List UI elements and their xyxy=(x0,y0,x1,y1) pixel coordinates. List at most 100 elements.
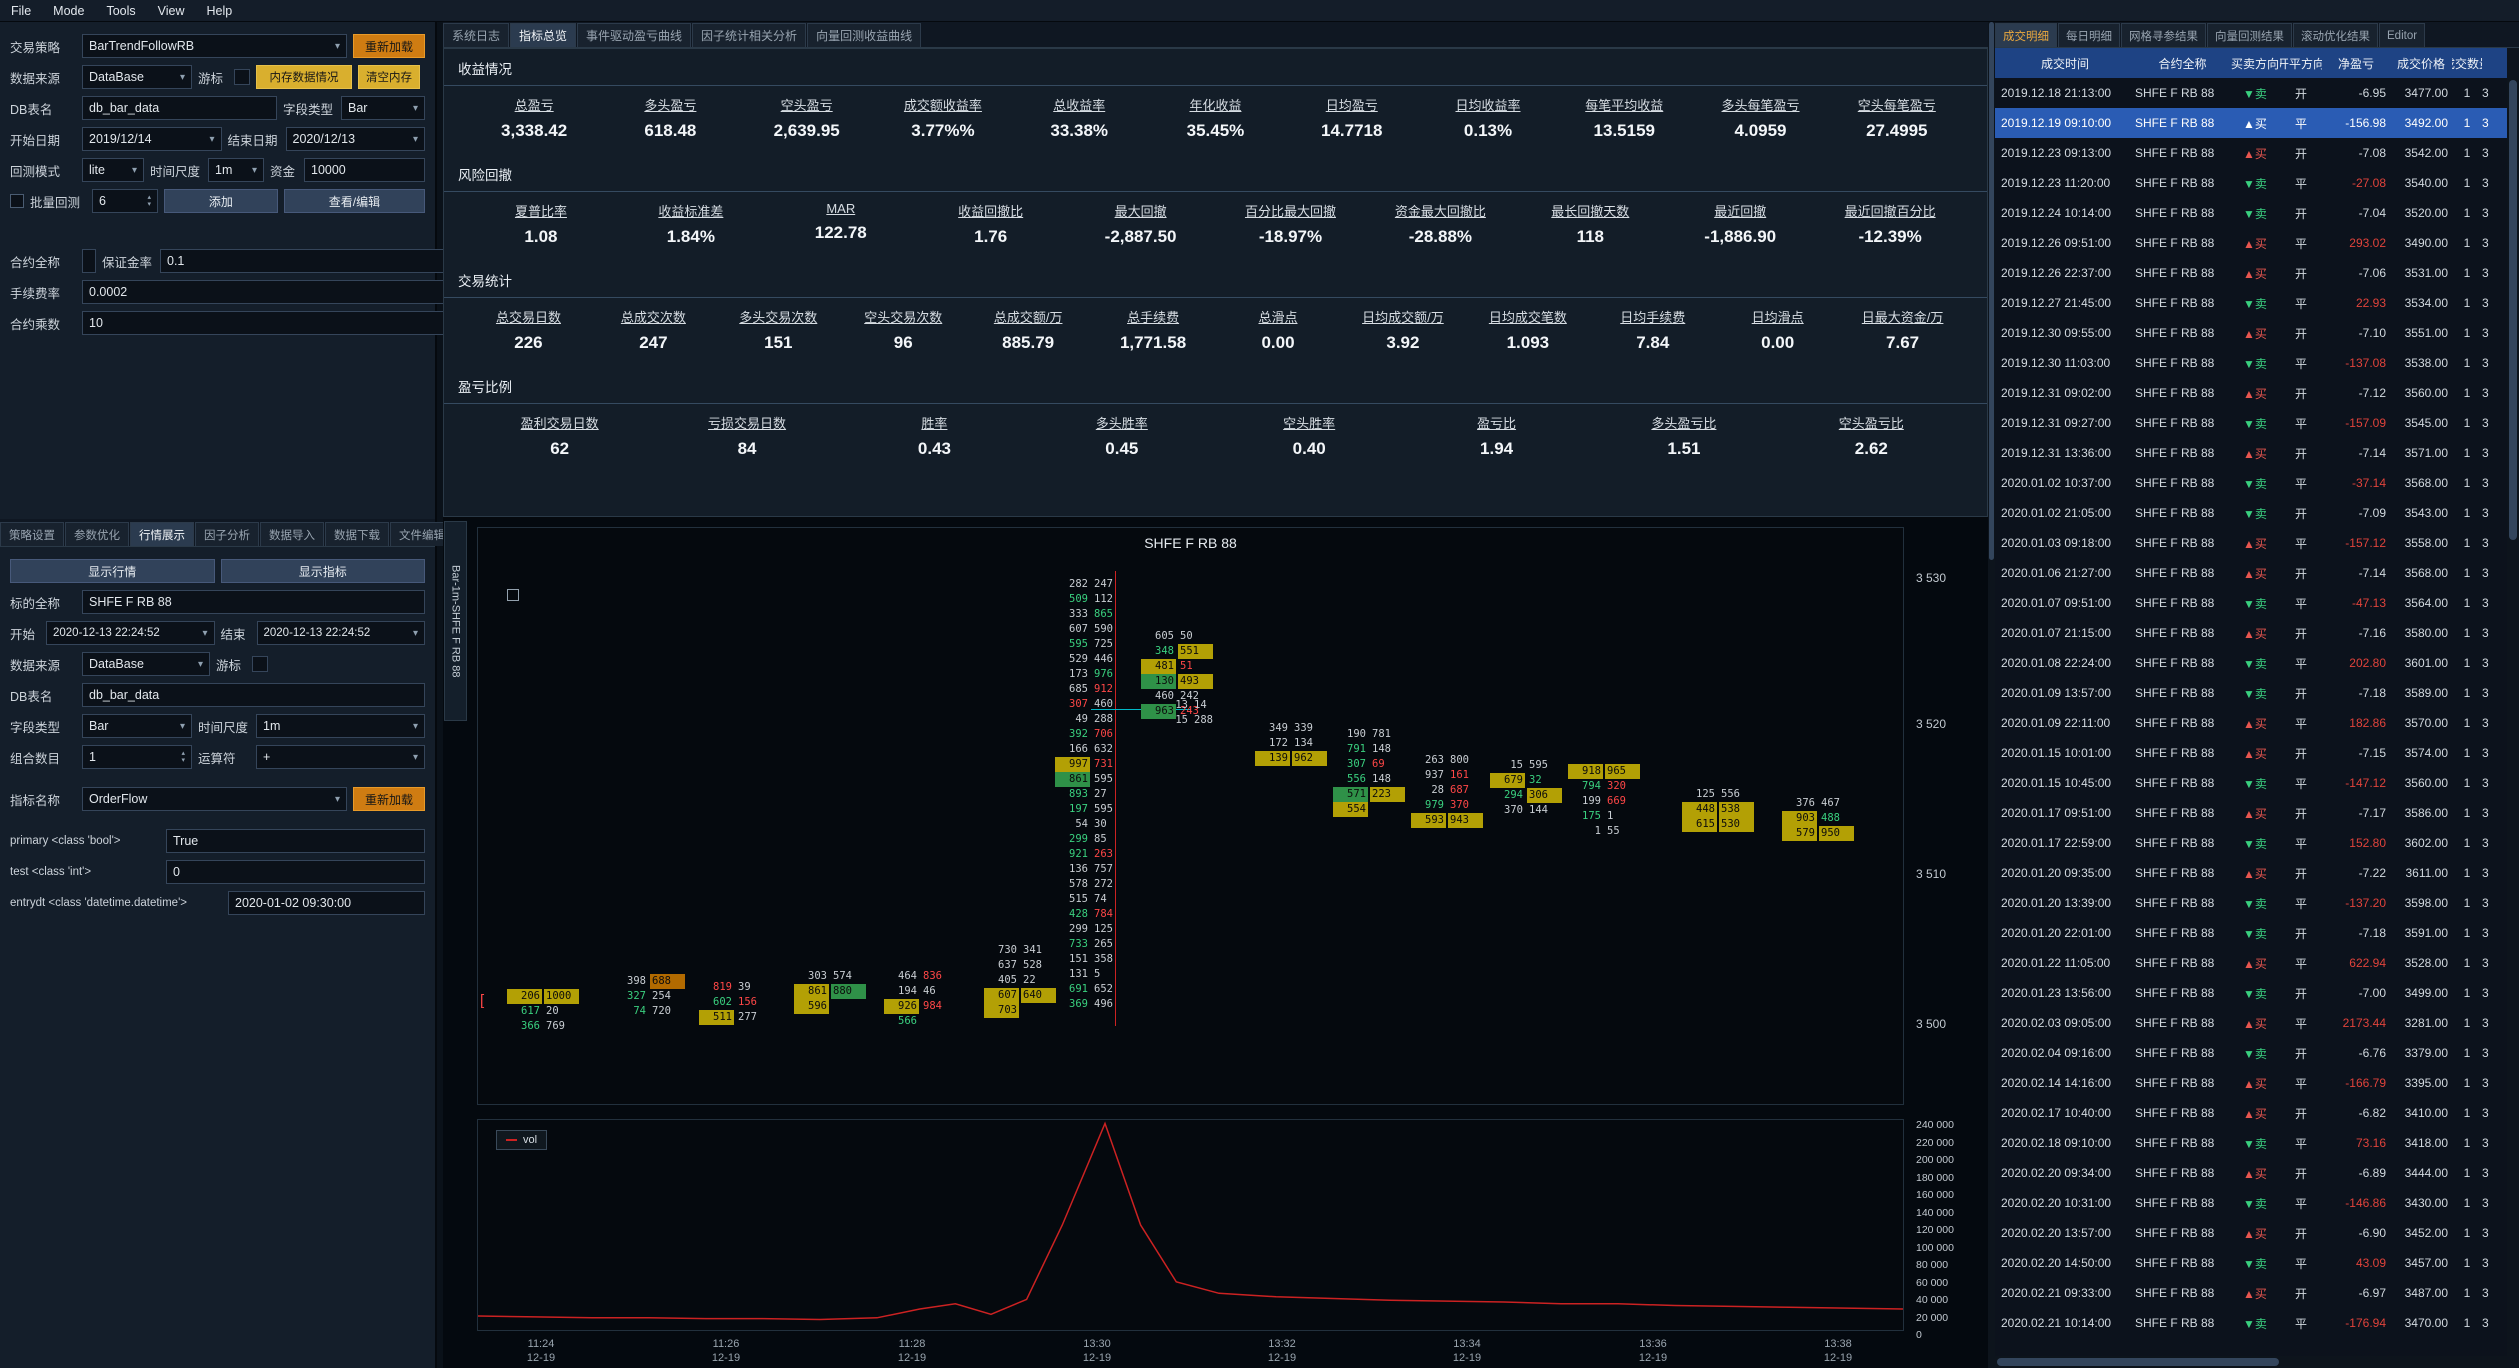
batch-count-spinner[interactable]: 6 ▴ ▾ xyxy=(92,189,158,213)
right-tab-2[interactable]: 网格寻参结果 xyxy=(2121,23,2206,47)
trade-row[interactable]: 2020.01.02 10:37:00 SHFE F RB 88 ▼卖 平 -37.14… xyxy=(1995,468,2507,498)
trade-row[interactable]: 2020.02.18 09:10:00 SHFE F RB 88 ▼卖 平 73.16 3… xyxy=(1995,1128,2507,1158)
trade-row[interactable]: 2019.12.24 10:14:00 SHFE F RB 88 ▼卖 开 -7.04 3… xyxy=(1995,198,2507,228)
trade-table-hscrollbar[interactable] xyxy=(1995,1356,2507,1368)
center-right-scrollbar[interactable] xyxy=(1988,22,1995,1368)
memory-info-button[interactable]: 内存数据情况 xyxy=(256,65,352,89)
trade-row[interactable]: 2020.01.20 22:01:00 SHFE F RB 88 ▼卖 开 -7.18 3… xyxy=(1995,918,2507,948)
symbol-input[interactable] xyxy=(82,249,96,273)
left-tab-0[interactable]: 策略设置 xyxy=(0,522,64,546)
mp-dbtable-input[interactable] xyxy=(82,683,425,707)
right-tab-1[interactable]: 每日明细 xyxy=(2058,23,2120,47)
trade-row[interactable]: 2020.01.20 09:35:00 SHFE F RB 88 ▲买 开 -7.22 3… xyxy=(1995,858,2507,888)
operator-select[interactable]: + ▾ xyxy=(256,745,425,769)
strategy-select[interactable]: BarTrendFollowRB ▾ xyxy=(82,34,347,58)
trade-row[interactable]: 2020.02.03 09:05:00 SHFE F RB 88 ▲买 平 2173.4… xyxy=(1995,1008,2507,1038)
center-tab-4[interactable]: 向量回测收益曲线 xyxy=(807,23,922,47)
trade-row[interactable]: 2020.01.15 10:45:00 SHFE F RB 88 ▼卖 平 -147.1… xyxy=(1995,768,2507,798)
trade-row[interactable]: 2019.12.31 09:02:00 SHFE F RB 88 ▲买 开 -7.12 3… xyxy=(1995,378,2507,408)
trade-row[interactable]: 2020.01.07 09:51:00 SHFE F RB 88 ▼卖 平 -47.13… xyxy=(1995,588,2507,618)
trade-table-vscrollbar[interactable] xyxy=(2507,78,2519,1356)
trade-row[interactable]: 2020.02.21 09:33:00 SHFE F RB 88 ▲买 开 -6.97 3… xyxy=(1995,1278,2507,1308)
left-tab-5[interactable]: 数据下载 xyxy=(325,522,389,546)
center-tab-0[interactable]: 系统日志 xyxy=(443,23,510,47)
right-tab-4[interactable]: 滚动优化结果 xyxy=(2293,23,2378,47)
trade-row[interactable]: 2020.02.04 09:16:00 SHFE F RB 88 ▼卖 开 -6.76 3… xyxy=(1995,1038,2507,1068)
trade-row[interactable]: 2020.02.20 09:34:00 SHFE F RB 88 ▲买 开 -6.89 3… xyxy=(1995,1158,2507,1188)
reload-strategy-button[interactable]: 重新加载 xyxy=(353,34,425,58)
trade-row[interactable]: 2020.01.08 22:24:00 SHFE F RB 88 ▼卖 平 202.80… xyxy=(1995,648,2507,678)
start-date-select[interactable]: 2019/12/14 ▾ xyxy=(82,127,222,151)
dbtable-input[interactable] xyxy=(82,96,277,120)
trade-row[interactable]: 2020.02.20 13:57:00 SHFE F RB 88 ▲买 开 -6.90 3… xyxy=(1995,1218,2507,1248)
fee-input[interactable] xyxy=(82,280,497,304)
param-primary-input[interactable] xyxy=(166,829,425,853)
trade-row[interactable]: 2020.01.20 13:39:00 SHFE F RB 88 ▼卖 平 -137.2… xyxy=(1995,888,2507,918)
trade-row[interactable]: 2020.02.20 10:31:00 SHFE F RB 88 ▼卖 平 -146.8… xyxy=(1995,1188,2507,1218)
scrollbar-thumb[interactable] xyxy=(2509,80,2517,541)
trade-row[interactable]: 2020.02.20 14:50:00 SHFE F RB 88 ▼卖 平 43.09 3… xyxy=(1995,1248,2507,1278)
chart-vertical-tab[interactable]: Bar-1m-SHFE F RB 88 xyxy=(444,521,467,721)
left-tab-1[interactable]: 参数优化 xyxy=(65,522,129,546)
underlying-input[interactable] xyxy=(82,590,425,614)
clear-memory-button[interactable]: 清空内存 xyxy=(358,65,420,89)
cursor-indicator[interactable] xyxy=(234,69,250,85)
trade-row[interactable]: 2020.01.22 11:05:00 SHFE F RB 88 ▲买 平 622.94… xyxy=(1995,948,2507,978)
trade-row[interactable]: 2019.12.26 22:37:00 SHFE F RB 88 ▲买 开 -7.06 3… xyxy=(1995,258,2507,288)
param-entrydt-input[interactable] xyxy=(228,891,425,915)
trade-row[interactable]: 2019.12.23 11:20:00 SHFE F RB 88 ▼卖 平 -27.08… xyxy=(1995,168,2507,198)
spinner-arrows-icon[interactable]: ▴ ▾ xyxy=(147,194,151,208)
mp-timescale-select[interactable]: 1m ▾ xyxy=(256,714,425,738)
trade-row[interactable]: 2020.01.17 09:51:00 SHFE F RB 88 ▲买 开 -7.17 3… xyxy=(1995,798,2507,828)
left-tab-2[interactable]: 行情展示 xyxy=(130,522,194,546)
end-datetime-select[interactable]: 2020-12-13 22:24:52 ▾ xyxy=(256,621,425,645)
trade-row[interactable]: 2020.01.02 21:05:00 SHFE F RB 88 ▼卖 开 -7.09 3… xyxy=(1995,498,2507,528)
add-button[interactable]: 添加 xyxy=(164,189,278,213)
trade-row[interactable]: 2019.12.18 21:13:00 SHFE F RB 88 ▼卖 开 -6.95 3… xyxy=(1995,78,2507,108)
fieldtype-select[interactable]: Bar ▾ xyxy=(341,96,425,120)
left-tab-4[interactable]: 数据导入 xyxy=(260,522,324,546)
menu-item-mode[interactable]: Mode xyxy=(53,3,85,18)
scrollbar-thumb[interactable] xyxy=(1997,1358,2279,1366)
datasource-select[interactable]: DataBase ▾ xyxy=(82,65,192,89)
batch-backtest-checkbox[interactable] xyxy=(10,194,24,208)
capital-input[interactable] xyxy=(304,158,425,182)
trade-row[interactable]: 2020.01.17 22:59:00 SHFE F RB 88 ▼卖 平 152.80… xyxy=(1995,828,2507,858)
trade-row[interactable]: 2020.01.07 21:15:00 SHFE F RB 88 ▲买 开 -7.16 3… xyxy=(1995,618,2507,648)
menu-item-file[interactable]: File xyxy=(11,3,32,18)
trade-row[interactable]: 2020.02.17 10:40:00 SHFE F RB 88 ▲买 开 -6.82 3… xyxy=(1995,1098,2507,1128)
left-tab-3[interactable]: 因子分析 xyxy=(195,522,259,546)
spinner-arrows-icon[interactable]: ▴ ▾ xyxy=(181,750,185,764)
right-tab-5[interactable]: Editor xyxy=(2379,23,2426,47)
combo-count-spinner[interactable]: 1 ▴ ▾ xyxy=(82,745,192,769)
trade-row[interactable]: 2020.01.09 22:11:00 SHFE F RB 88 ▲买 平 182.86… xyxy=(1995,708,2507,738)
trade-row[interactable]: 2019.12.23 09:13:00 SHFE F RB 88 ▲买 开 -7.08 3… xyxy=(1995,138,2507,168)
start-datetime-select[interactable]: 2020-12-13 22:24:52 ▾ xyxy=(46,621,215,645)
trade-row[interactable]: 2019.12.31 13:36:00 SHFE F RB 88 ▲买 开 -7.14 3… xyxy=(1995,438,2507,468)
trade-row[interactable]: 2020.01.06 21:27:00 SHFE F RB 88 ▲买 开 -7.14 3… xyxy=(1995,558,2507,588)
mp-cursor-indicator[interactable] xyxy=(252,656,268,672)
trade-row[interactable]: 2019.12.30 09:55:00 SHFE F RB 88 ▲买 开 -7.10 3… xyxy=(1995,318,2507,348)
trade-row[interactable]: 2019.12.30 11:03:00 SHFE F RB 88 ▼卖 平 -137.0… xyxy=(1995,348,2507,378)
trade-row[interactable]: 2020.01.15 10:01:00 SHFE F RB 88 ▲买 开 -7.15 3… xyxy=(1995,738,2507,768)
show-quotes-button[interactable]: 显示行情 xyxy=(10,559,215,583)
trade-row[interactable]: 2019.12.31 09:27:00 SHFE F RB 88 ▼卖 平 -157.0… xyxy=(1995,408,2507,438)
trade-row[interactable]: 2019.12.27 21:45:00 SHFE F RB 88 ▼卖 平 22.93 3… xyxy=(1995,288,2507,318)
volume-plot[interactable]: vol xyxy=(477,1119,1904,1331)
right-tab-0[interactable]: 成交明细 xyxy=(1995,23,2057,47)
footprint-price-plot[interactable]: [ 282 247 509 112 333 865 607 590 595 725 529 446 17… xyxy=(477,527,1904,1105)
center-tab-1[interactable]: 指标总览 xyxy=(510,23,577,47)
reload-indicator-button[interactable]: 重新加载 xyxy=(353,787,425,811)
trade-row[interactable]: 2020.01.23 13:56:00 SHFE F RB 88 ▼卖 开 -7.00 3… xyxy=(1995,978,2507,1008)
view-edit-button[interactable]: 查看/编辑 xyxy=(283,189,426,213)
indicator-select[interactable]: OrderFlow ▾ xyxy=(82,787,347,811)
right-tab-3[interactable]: 向量回测结果 xyxy=(2207,23,2292,47)
trade-row[interactable]: 2020.01.09 13:57:00 SHFE F RB 88 ▼卖 开 -7.18 3… xyxy=(1995,678,2507,708)
trade-row[interactable]: 2020.02.21 10:14:00 SHFE F RB 88 ▼卖 平 -176.9… xyxy=(1995,1308,2507,1338)
menu-item-tools[interactable]: Tools xyxy=(106,3,136,18)
menu-item-view[interactable]: View xyxy=(157,3,185,18)
mp-datasource-select[interactable]: DataBase ▾ xyxy=(82,652,210,676)
param-test-input[interactable] xyxy=(166,860,425,884)
timescale-select[interactable]: 1m ▾ xyxy=(208,158,264,182)
scrollbar-thumb[interactable] xyxy=(1989,22,1994,561)
